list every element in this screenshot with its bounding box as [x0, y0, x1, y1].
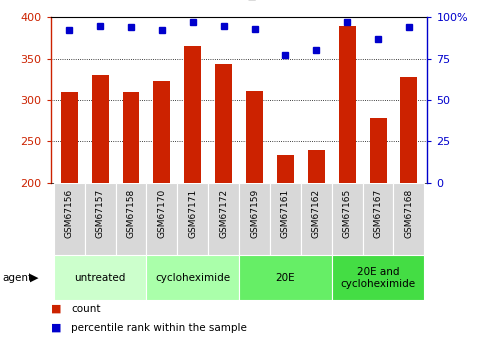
Text: GSM67170: GSM67170 [157, 189, 166, 238]
Bar [177, 183, 208, 255]
Bar [146, 183, 177, 255]
Text: agent: agent [2, 273, 32, 283]
Bar [332, 255, 425, 300]
Text: cycloheximide: cycloheximide [155, 273, 230, 283]
Bar [146, 255, 239, 300]
Text: ■: ■ [51, 304, 61, 314]
Bar [270, 183, 301, 255]
Text: GSM67172: GSM67172 [219, 189, 228, 238]
Bar [339, 26, 355, 183]
Text: count: count [71, 304, 100, 314]
Bar [394, 183, 425, 255]
Bar [92, 75, 109, 183]
Text: 20E: 20E [276, 273, 295, 283]
Text: GSM67159: GSM67159 [250, 189, 259, 238]
Bar [154, 81, 170, 183]
Text: untreated: untreated [74, 273, 126, 283]
Text: GSM67161: GSM67161 [281, 189, 290, 238]
Bar [54, 183, 85, 255]
Text: GSM67171: GSM67171 [188, 189, 197, 238]
Bar [246, 91, 263, 183]
Bar [61, 92, 78, 183]
Text: GSM67168: GSM67168 [404, 189, 413, 238]
Bar [332, 183, 363, 255]
Bar [123, 92, 140, 183]
Bar [215, 63, 232, 183]
Bar [54, 255, 146, 300]
Bar [400, 77, 417, 183]
Text: ■: ■ [51, 323, 61, 333]
Text: GSM67158: GSM67158 [127, 189, 136, 238]
Bar [308, 150, 325, 183]
Text: percentile rank within the sample: percentile rank within the sample [71, 323, 247, 333]
Bar [239, 255, 332, 300]
Text: GSM67167: GSM67167 [373, 189, 383, 238]
Bar [301, 183, 332, 255]
Text: 20E and
cycloheximide: 20E and cycloheximide [341, 267, 415, 288]
Bar [208, 183, 239, 255]
Bar [85, 183, 115, 255]
Bar [115, 183, 146, 255]
Text: GSM67157: GSM67157 [96, 189, 105, 238]
Text: GSM67156: GSM67156 [65, 189, 74, 238]
Bar [363, 183, 394, 255]
Bar [369, 118, 386, 183]
Text: ▶: ▶ [30, 273, 39, 283]
Bar [239, 183, 270, 255]
Text: GSM67165: GSM67165 [342, 189, 352, 238]
Bar [185, 46, 201, 183]
Bar [277, 155, 294, 183]
Text: GSM67162: GSM67162 [312, 189, 321, 238]
